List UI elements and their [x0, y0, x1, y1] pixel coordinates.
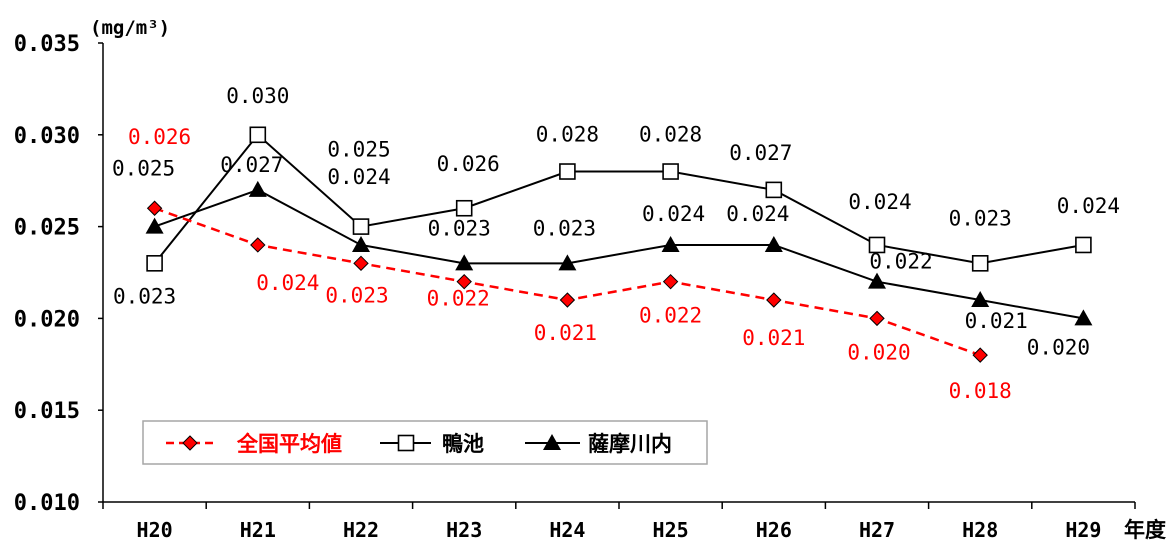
- data-point: [766, 292, 782, 308]
- data-point: [248, 180, 267, 197]
- series-line: [154, 188, 1084, 320]
- legend-marker: [397, 434, 415, 452]
- x-tick-label: H24: [549, 518, 585, 542]
- data-label: 0.021: [534, 321, 597, 345]
- legend-marker: [182, 435, 198, 451]
- data-label: 0.021: [742, 326, 805, 350]
- x-tick-label: H27: [859, 518, 895, 542]
- data-label: 0.026: [128, 125, 191, 149]
- data-label: 0.023: [325, 283, 388, 307]
- data-label: 0.021: [965, 309, 1028, 333]
- data-label: 0.024: [1057, 194, 1120, 218]
- data-label: 0.026: [437, 152, 500, 176]
- data-label: 0.024: [327, 165, 390, 189]
- data-label: 0.025: [112, 157, 175, 181]
- data-point: [455, 254, 474, 271]
- y-tick-label: 0.010: [14, 491, 80, 516]
- data-point: [868, 272, 886, 289]
- data-point: [455, 199, 473, 217]
- x-tick-label: H23: [446, 518, 482, 542]
- data-label: 0.030: [226, 84, 289, 108]
- series-line: [153, 133, 1084, 265]
- data-label: 0.024: [256, 271, 319, 295]
- legend-item-kamoike: 鴨池: [380, 432, 484, 456]
- data-point: [869, 310, 885, 327]
- data-label: 0.022: [639, 304, 702, 328]
- data-label: 0.023: [949, 206, 1012, 230]
- data-point: [1075, 236, 1092, 254]
- data-point: [352, 235, 370, 252]
- series-square: [146, 126, 1092, 272]
- data-label: 0.027: [220, 153, 283, 177]
- data-point: [146, 200, 163, 216]
- data-label: 0.027: [729, 141, 792, 165]
- data-point: [765, 181, 783, 199]
- data-point: [353, 255, 369, 272]
- data-point: [972, 347, 988, 363]
- data-point: [558, 254, 577, 271]
- legend-label: 薩摩川内: [588, 432, 672, 456]
- data-label: 0.020: [847, 340, 910, 364]
- x-tick-label: H29: [1065, 518, 1101, 542]
- series-layer: [145, 126, 1093, 363]
- data-point: [868, 236, 886, 254]
- data-point: [456, 273, 472, 290]
- legend-label: 鴨池: [442, 432, 484, 456]
- legend-label: 全国平均値: [236, 432, 342, 456]
- data-point: [971, 291, 990, 308]
- x-tick-label: H21: [240, 518, 276, 542]
- data-point: [559, 292, 576, 308]
- data-label: 0.018: [949, 379, 1012, 403]
- x-tick-label: H20: [137, 518, 173, 542]
- data-label: 0.023: [428, 216, 491, 240]
- data-label: 0.024: [642, 202, 705, 226]
- series-diamond: [146, 200, 988, 363]
- y-tick-label: 0.015: [14, 399, 80, 424]
- x-axis-label: 年度: [1124, 518, 1166, 542]
- legend-marker: [543, 434, 561, 450]
- data-point: [559, 163, 576, 180]
- data-point: [145, 217, 164, 234]
- series-triangle: [145, 180, 1093, 326]
- y-axis-label: (mg/m³): [90, 17, 170, 39]
- legend-item-national-average: 全国平均値: [166, 432, 342, 456]
- axes: 0.010 0.015 0.020 0.025 0.030 0.035 H20 H21 H22 H…: [14, 17, 1166, 542]
- data-point: [662, 273, 679, 290]
- x-tick-label: H26: [756, 518, 792, 542]
- legend: 全国平均値 鴨池 薩摩川内: [142, 420, 708, 465]
- y-tick-label: 0.030: [14, 124, 80, 149]
- data-label: 0.023: [113, 284, 176, 308]
- data-label: 0.025: [327, 138, 390, 162]
- y-tick-label: 0.035: [14, 32, 80, 57]
- data-point: [352, 218, 370, 235]
- data-label: 0.028: [536, 123, 599, 147]
- data-label: 0.023: [533, 216, 596, 240]
- data-label: 0.022: [869, 250, 932, 274]
- data-point: [662, 163, 679, 180]
- data-label: 0.028: [639, 123, 702, 147]
- y-tick-label: 0.020: [14, 307, 80, 332]
- data-label: 0.020: [1027, 335, 1090, 359]
- x-tick-label: H25: [653, 518, 689, 542]
- data-point: [661, 235, 680, 252]
- data-label: 0.022: [427, 287, 490, 311]
- data-point: [250, 237, 266, 253]
- data-point: [764, 235, 783, 252]
- x-tick-label: H22: [343, 518, 379, 542]
- data-point: [971, 255, 989, 272]
- data-label: 0.024: [848, 190, 911, 214]
- data-label: 0.024: [726, 202, 789, 226]
- y-tick-label: 0.025: [14, 216, 80, 241]
- data-point: [1074, 309, 1093, 326]
- x-tick-label: H28: [962, 518, 998, 542]
- data-point: [146, 255, 163, 272]
- data-point: [249, 126, 267, 144]
- legend-item-satsumasendai: 薩摩川内: [525, 432, 672, 456]
